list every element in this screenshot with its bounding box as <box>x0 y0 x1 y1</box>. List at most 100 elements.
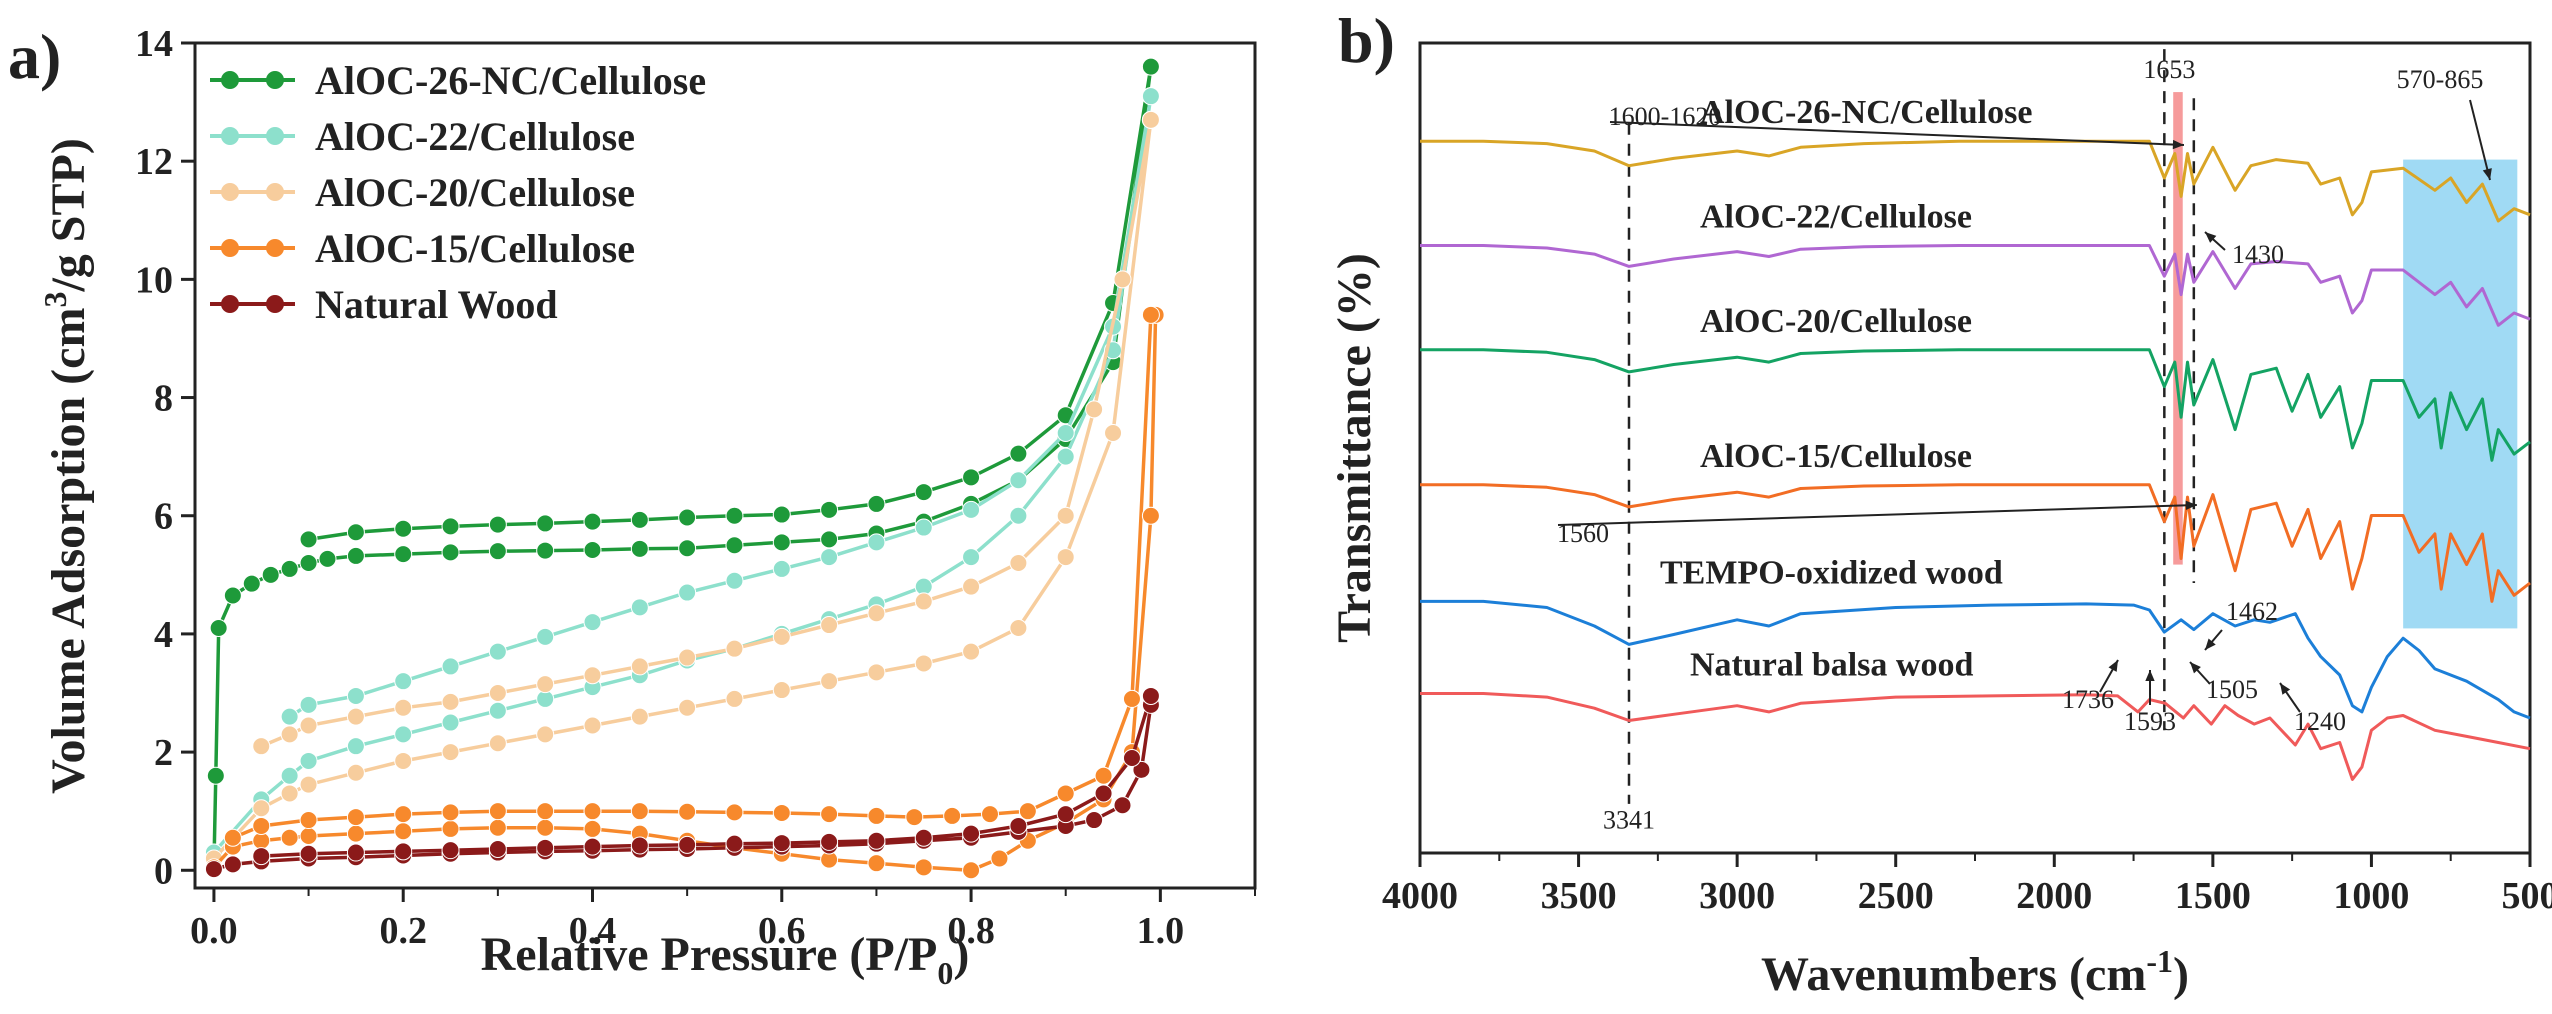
panel-b-series <box>1420 139 2531 781</box>
spectrum-natural-balsa-wood <box>1420 692 2531 781</box>
y-tick-label-6: 6 <box>154 496 173 538</box>
series-point-aloc-26-nc-cellulose <box>261 565 280 584</box>
y-tick-label-12: 12 <box>135 141 173 183</box>
series-point-aloc-26-nc-cellulose <box>346 546 365 565</box>
series-point-aloc-15-cellulose <box>488 818 507 837</box>
series-point-natural-wood <box>867 831 886 850</box>
series-point-natural-wood <box>630 836 649 855</box>
series-point-aloc-15-cellulose <box>252 816 271 835</box>
series-point-natural-wood <box>1113 796 1132 815</box>
series-point-aloc-26-nc-cellulose <box>914 483 933 502</box>
series-point-aloc-26-nc-cellulose <box>1141 57 1160 76</box>
series-point-aloc-20-cellulose <box>441 692 460 711</box>
panel-a-plot-frame <box>193 41 1257 890</box>
x-tick-label-0-4: 0.4 <box>569 910 617 952</box>
legend-marker-aloc-22-cellulose <box>221 127 239 145</box>
legend-label-natural-wood: Natural Wood <box>315 282 558 327</box>
series-point-aloc-26-nc-cellulose <box>346 523 365 542</box>
panel-a-xlabel: Relative Pressure (P/P0) <box>481 928 970 991</box>
highlight-band-570-865 <box>2403 159 2518 629</box>
series-point-natural-wood <box>1094 784 1113 803</box>
series-point-aloc-15-cellulose <box>1018 802 1037 821</box>
y-tick-label-10: 10 <box>135 259 173 301</box>
series-point-aloc-26-nc-cellulose <box>867 494 886 513</box>
panel-a-ticks: 0.0 0.2 0.4 0.6 0.8 1.0 0 2 4 6 8 10 12 14 <box>135 23 1256 952</box>
series-point-aloc-22-cellulose <box>346 737 365 756</box>
series-point-aloc-26-nc-cellulose <box>318 549 337 568</box>
series-point-aloc-15-cellulose <box>1094 766 1113 785</box>
series-point-aloc-22-cellulose <box>630 598 649 617</box>
series-point-aloc-15-cellulose <box>678 802 697 821</box>
series-point-aloc-22-cellulose <box>772 559 791 578</box>
series-point-aloc-22-cellulose <box>678 583 697 602</box>
series-point-aloc-15-cellulose <box>1122 689 1141 708</box>
series-point-aloc-26-nc-cellulose <box>299 554 318 572</box>
series-point-aloc-26-nc-cellulose <box>583 512 602 531</box>
panel-b-dashed-markers <box>1627 49 2196 804</box>
series-point-natural-wood <box>1085 811 1104 830</box>
series-point-aloc-20-cellulose <box>394 698 413 717</box>
series-point-aloc-22-cellulose <box>1056 447 1075 466</box>
series-point-aloc-26-nc-cellulose <box>206 766 225 785</box>
series-point-aloc-20-cellulose <box>252 737 271 756</box>
y-tick-label-2: 2 <box>154 732 173 774</box>
series-point-aloc-22-cellulose <box>1141 87 1160 106</box>
panel-a-legend: AlOC-26-NC/Cellulose AlOC-22/Cellulose AlO… <box>210 58 706 327</box>
legend-marker-aloc-15-cellulose <box>221 239 239 257</box>
x-tick-label-3000: 3000 <box>1699 875 1775 917</box>
annotation-3341: 3341 <box>1603 805 1655 834</box>
series-point-aloc-20-cellulose <box>1104 424 1123 442</box>
series-point-aloc-20-cellulose <box>867 663 886 682</box>
series-point-aloc-15-cellulose <box>299 811 318 830</box>
annotation-arrowhead-1462 <box>2205 638 2216 650</box>
x-tick-label-2500: 2500 <box>1858 875 1934 917</box>
annotation-arrowhead-1505 <box>2190 662 2201 674</box>
series-point-aloc-22-cellulose <box>488 642 507 661</box>
highlight-band-1600-1620 <box>2173 92 2183 565</box>
series-point-aloc-26-nc-cellulose <box>583 541 602 559</box>
series-point-aloc-15-cellulose <box>962 861 981 880</box>
series-point-aloc-20-cellulose <box>252 799 271 818</box>
series-point-aloc-22-cellulose <box>583 613 602 632</box>
series-point-natural-wood <box>583 837 602 856</box>
annotation-arrowhead-1240 <box>2280 683 2291 695</box>
annotation-570-865: 570-865 <box>2397 65 2484 94</box>
series-point-aloc-15-cellulose <box>583 802 602 821</box>
series-point-aloc-22-cellulose <box>725 571 744 590</box>
series-point-aloc-15-cellulose <box>943 806 962 825</box>
series-point-aloc-22-cellulose <box>1056 424 1075 442</box>
series-point-aloc-20-cellulose <box>280 725 299 744</box>
series-point-aloc-22-cellulose <box>441 657 460 676</box>
legend-label-aloc-15-cellulose: AlOC-15/Cellulose <box>315 226 635 271</box>
annotation-arrow-1560 <box>1557 504 2197 526</box>
x-tick-label-4000: 4000 <box>1382 875 1458 917</box>
series-point-aloc-22-cellulose <box>488 701 507 720</box>
panel-b-xlabel: Wavenumbers (cm-1) <box>1761 943 2189 1001</box>
series-point-natural-wood <box>725 834 744 853</box>
series-point-natural-wood <box>1132 760 1151 779</box>
legend-marker-aloc-26-nc-cellulose <box>221 71 239 89</box>
annotation-1653: 1653 <box>2143 55 2195 84</box>
annotation-arrowhead-1560 <box>2185 500 2197 511</box>
series-point-aloc-22-cellulose <box>299 751 318 770</box>
series-point-natural-wood <box>488 840 507 858</box>
spectrum-aloc-26-nc-cellulose <box>1420 139 2531 223</box>
series-point-aloc-22-cellulose <box>394 725 413 744</box>
panel-b-ticks: 4000 3500 3000 2500 2000 1500 1000 500 <box>1382 853 2552 917</box>
panel-b-ylabel: Transmittance (%) <box>1328 253 1381 643</box>
annotation-1505: 1505 <box>2206 675 2258 704</box>
series-point-natural-wood <box>820 832 839 851</box>
series-point-natural-wood <box>252 847 271 866</box>
series-point-aloc-20-cellulose <box>346 707 365 726</box>
series-point-aloc-26-nc-cellulose <box>394 545 413 564</box>
x-tick-label-1500: 1500 <box>2175 875 2251 917</box>
series-point-aloc-15-cellulose <box>820 805 839 824</box>
series-point-aloc-22-cellulose <box>280 707 299 726</box>
annotation-1430: 1430 <box>2232 240 2284 269</box>
series-point-aloc-15-cellulose <box>1056 784 1075 803</box>
series-point-aloc-26-nc-cellulose <box>223 586 242 605</box>
series-point-aloc-20-cellulose <box>441 743 460 762</box>
series-point-aloc-20-cellulose <box>280 784 299 803</box>
annotation-arrowhead-1600-1620 <box>2172 139 2184 150</box>
